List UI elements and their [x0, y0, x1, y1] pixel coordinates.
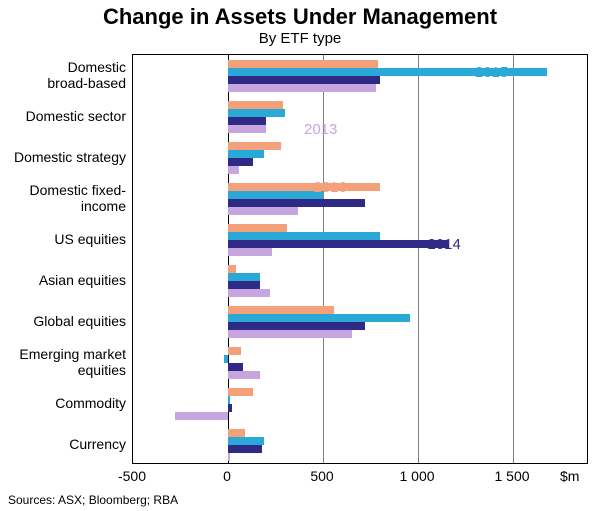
bar [228, 199, 365, 207]
category-label: Currency [4, 435, 126, 451]
bar [175, 412, 228, 420]
bar [228, 232, 380, 240]
bar [228, 207, 298, 215]
chart-subtitle: By ETF type [0, 30, 600, 47]
bar [228, 248, 272, 256]
bar [228, 117, 266, 125]
bar [228, 60, 378, 68]
bar [228, 388, 253, 396]
bar [228, 429, 245, 437]
gridline [323, 55, 324, 463]
plot-area: 2016 2015 2014 2013 [132, 54, 588, 464]
bar [228, 166, 239, 174]
bar [228, 437, 264, 445]
bar [228, 101, 283, 109]
category-label: US equities [4, 230, 126, 246]
bar [228, 347, 241, 355]
x-tick-label: -500 [118, 468, 146, 484]
gridline [418, 55, 419, 463]
bar [228, 84, 376, 92]
bar [228, 224, 287, 232]
category-label: Commodity [4, 394, 126, 410]
bar [228, 125, 266, 133]
bar [228, 240, 448, 248]
bar [224, 355, 228, 363]
series-label: 2015 [475, 64, 508, 81]
bar [228, 289, 270, 297]
x-tick-label: 1 500 [494, 468, 529, 484]
category-label: Domestic fixed-income [4, 181, 126, 213]
category-label: Domestic sector [4, 107, 126, 123]
bar [228, 453, 230, 461]
x-unit-label: $m [560, 468, 579, 484]
source-line: Sources: ASX; Bloomberg; RBA [8, 493, 178, 507]
bar [228, 306, 334, 314]
bar [228, 404, 232, 412]
x-tick-label: 500 [310, 468, 333, 484]
bar [228, 76, 380, 84]
bar [228, 191, 323, 199]
category-label: Asian equities [4, 271, 126, 287]
bar [228, 183, 380, 191]
bar [228, 150, 264, 158]
category-label: Global equities [4, 312, 126, 328]
gridline [513, 55, 514, 463]
chart-title: Change in Assets Under Management [0, 0, 600, 30]
bar [228, 273, 260, 281]
bar [228, 445, 262, 453]
bar [228, 396, 230, 404]
bar [228, 142, 281, 150]
bar [228, 109, 285, 117]
bar [228, 265, 236, 273]
bar [228, 330, 352, 338]
series-label: 2014 [428, 236, 461, 253]
x-tick-label: 1 000 [399, 468, 434, 484]
category-label: Domestic strategy [4, 148, 126, 164]
category-label: Emerging marketequities [4, 345, 126, 377]
bar [228, 363, 243, 371]
bar [228, 314, 410, 322]
x-tick-label: 0 [223, 468, 231, 484]
category-label: Domesticbroad-based [4, 58, 126, 90]
bar [228, 158, 253, 166]
bar [228, 281, 260, 289]
bar [228, 371, 260, 379]
bar [228, 322, 365, 330]
series-label: 2016 [314, 179, 347, 196]
series-label: 2013 [304, 121, 337, 138]
